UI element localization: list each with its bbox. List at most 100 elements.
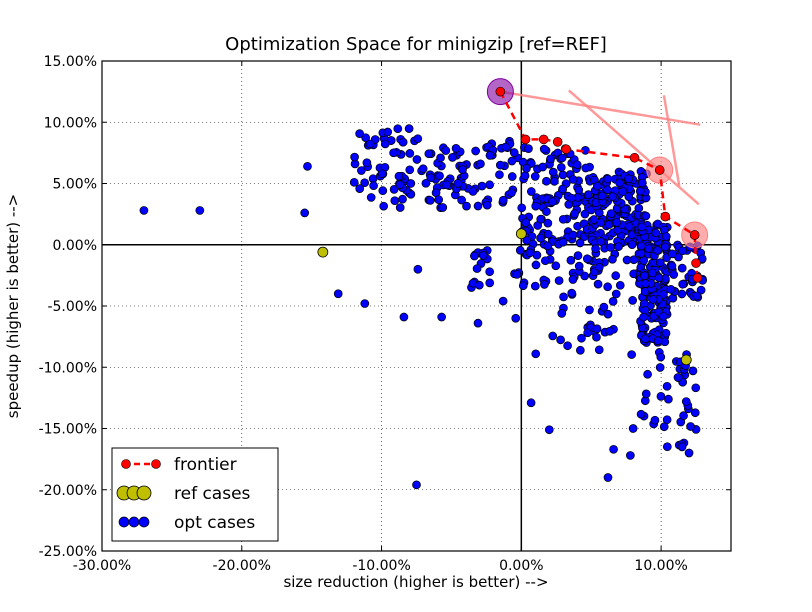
opt-case-point-236 [568, 230, 578, 240]
opt-case-point-240 [572, 160, 582, 170]
frontier-point-4 [561, 144, 571, 154]
opt-case-point-57 [349, 177, 359, 187]
opt-case-point-113 [507, 172, 517, 181]
opt-case-point-129 [509, 148, 519, 157]
opt-case-point-66 [457, 195, 466, 205]
opt-case-point-780 [473, 318, 483, 328]
opt-case-point-91 [436, 153, 445, 163]
opt-case-point-738 [563, 341, 572, 351]
opt-case-point-712 [662, 415, 672, 425]
opt-case-point-715 [650, 415, 660, 425]
opt-case-point-438 [531, 260, 541, 270]
opt-case-point-743 [583, 328, 593, 338]
x-tick-label-3: 0.00% [499, 558, 543, 574]
frontier-line [499, 91, 699, 278]
opt-case-point-48 [362, 158, 372, 168]
opt-case-point-39 [395, 180, 405, 190]
chart-title: Optimization Space for minigzip [ref=REF… [225, 34, 607, 55]
opt-case-point-3 [361, 133, 371, 143]
opt-case-point-440 [611, 271, 621, 281]
legend-frontier-marker-1 [151, 459, 161, 469]
opt-case-point-97 [426, 173, 436, 183]
opt-case-point-626 [653, 336, 663, 346]
opt-case-point-475 [543, 241, 553, 251]
opt-case-point-769 [474, 280, 484, 290]
legend-label-frontier: frontier [174, 455, 237, 475]
opt-case-point-7 [389, 185, 399, 194]
opt-case-point-108 [473, 201, 483, 211]
opt-case-point-416 [597, 191, 607, 201]
opt-case-point-158 [524, 144, 533, 153]
opt-case-point-103 [471, 146, 481, 156]
opt-case-point-736 [548, 331, 558, 341]
opt-case-point-479 [608, 254, 617, 264]
y-tick-label-1: -20.00% [39, 483, 97, 499]
opt-case-point-249 [575, 238, 585, 248]
opt-case-point-255 [546, 154, 555, 164]
opt-case-point-700 [679, 411, 688, 421]
opt-case-point-13 [413, 134, 423, 144]
opt-case-point-190 [530, 172, 540, 181]
opt-case-point-92 [435, 171, 444, 181]
opt-case-point-139 [498, 195, 508, 205]
opt-case-point-133 [495, 170, 504, 180]
opt-case-point-138 [495, 160, 505, 170]
opt-case-point-44 [394, 171, 404, 181]
opt-case-point-772 [300, 208, 310, 218]
opt-case-point-232 [567, 193, 576, 203]
opt-case-point-256 [522, 164, 531, 173]
y-tick-label-8: 15.00% [44, 54, 97, 70]
opt-case-point-723 [611, 289, 621, 299]
opt-case-point-81 [425, 196, 435, 205]
opt-case-point-89 [451, 143, 461, 153]
opt-case-point-419 [612, 218, 622, 227]
opt-case-point-725 [599, 302, 609, 312]
opt-case-point-446 [518, 281, 528, 291]
x-tick-label-0: -30.00% [73, 558, 131, 574]
direction-line-1 [568, 89, 700, 206]
legend-opt-marker-2 [138, 516, 150, 528]
opt-case-point-666 [677, 289, 687, 299]
legend-item-opt: opt cases [118, 513, 255, 533]
opt-case-point-771 [195, 206, 205, 215]
opt-case-point-408 [594, 208, 604, 218]
opt-case-point-24 [390, 196, 400, 206]
opt-case-point-745 [627, 350, 636, 359]
opt-case-point-442 [540, 280, 549, 289]
opt-case-point-773 [303, 162, 312, 171]
x-tick-label-2: -10.00% [352, 558, 410, 574]
y-tick-label-6: 5.00% [53, 177, 97, 193]
x-tick-label-1: -20.00% [213, 558, 271, 574]
opt-case-point-607 [653, 245, 662, 255]
opt-case-point-762 [512, 270, 522, 279]
y-tick-label-4: -5.00% [47, 299, 97, 315]
opt-case-point-426 [573, 251, 583, 260]
opt-case-point-207 [550, 177, 559, 186]
y-tick-label-5: 0.00% [53, 238, 97, 254]
frontier-point-2 [538, 134, 549, 145]
opt-case-point-136 [482, 200, 492, 210]
opt-case-point-759 [472, 264, 482, 273]
opt-case-point-766 [485, 267, 495, 277]
frontier-point-10 [692, 273, 703, 283]
opt-case-point-23 [398, 194, 407, 204]
opt-case-point-692 [656, 392, 666, 401]
opt-case-point-45 [405, 149, 415, 158]
opt-case-point-673 [666, 285, 676, 294]
opt-case-point-770 [139, 206, 149, 215]
opt-case-point-346 [635, 186, 645, 196]
opt-case-point-477 [582, 254, 592, 264]
opt-case-point-251 [542, 207, 551, 216]
opt-case-point-99 [458, 165, 467, 174]
y-tick-label-7: 10.00% [44, 115, 97, 131]
opt-case-point-628 [637, 222, 647, 232]
ref-case-point-0 [317, 246, 329, 258]
opt-case-point-639 [641, 279, 650, 288]
opt-case-point-47 [418, 164, 428, 174]
opt-case-point-137 [485, 151, 495, 160]
direction-line-2 [662, 95, 681, 187]
frontier-point-6 [654, 165, 665, 175]
opt-case-point-423 [614, 242, 623, 251]
opt-case-point-40 [383, 127, 393, 137]
